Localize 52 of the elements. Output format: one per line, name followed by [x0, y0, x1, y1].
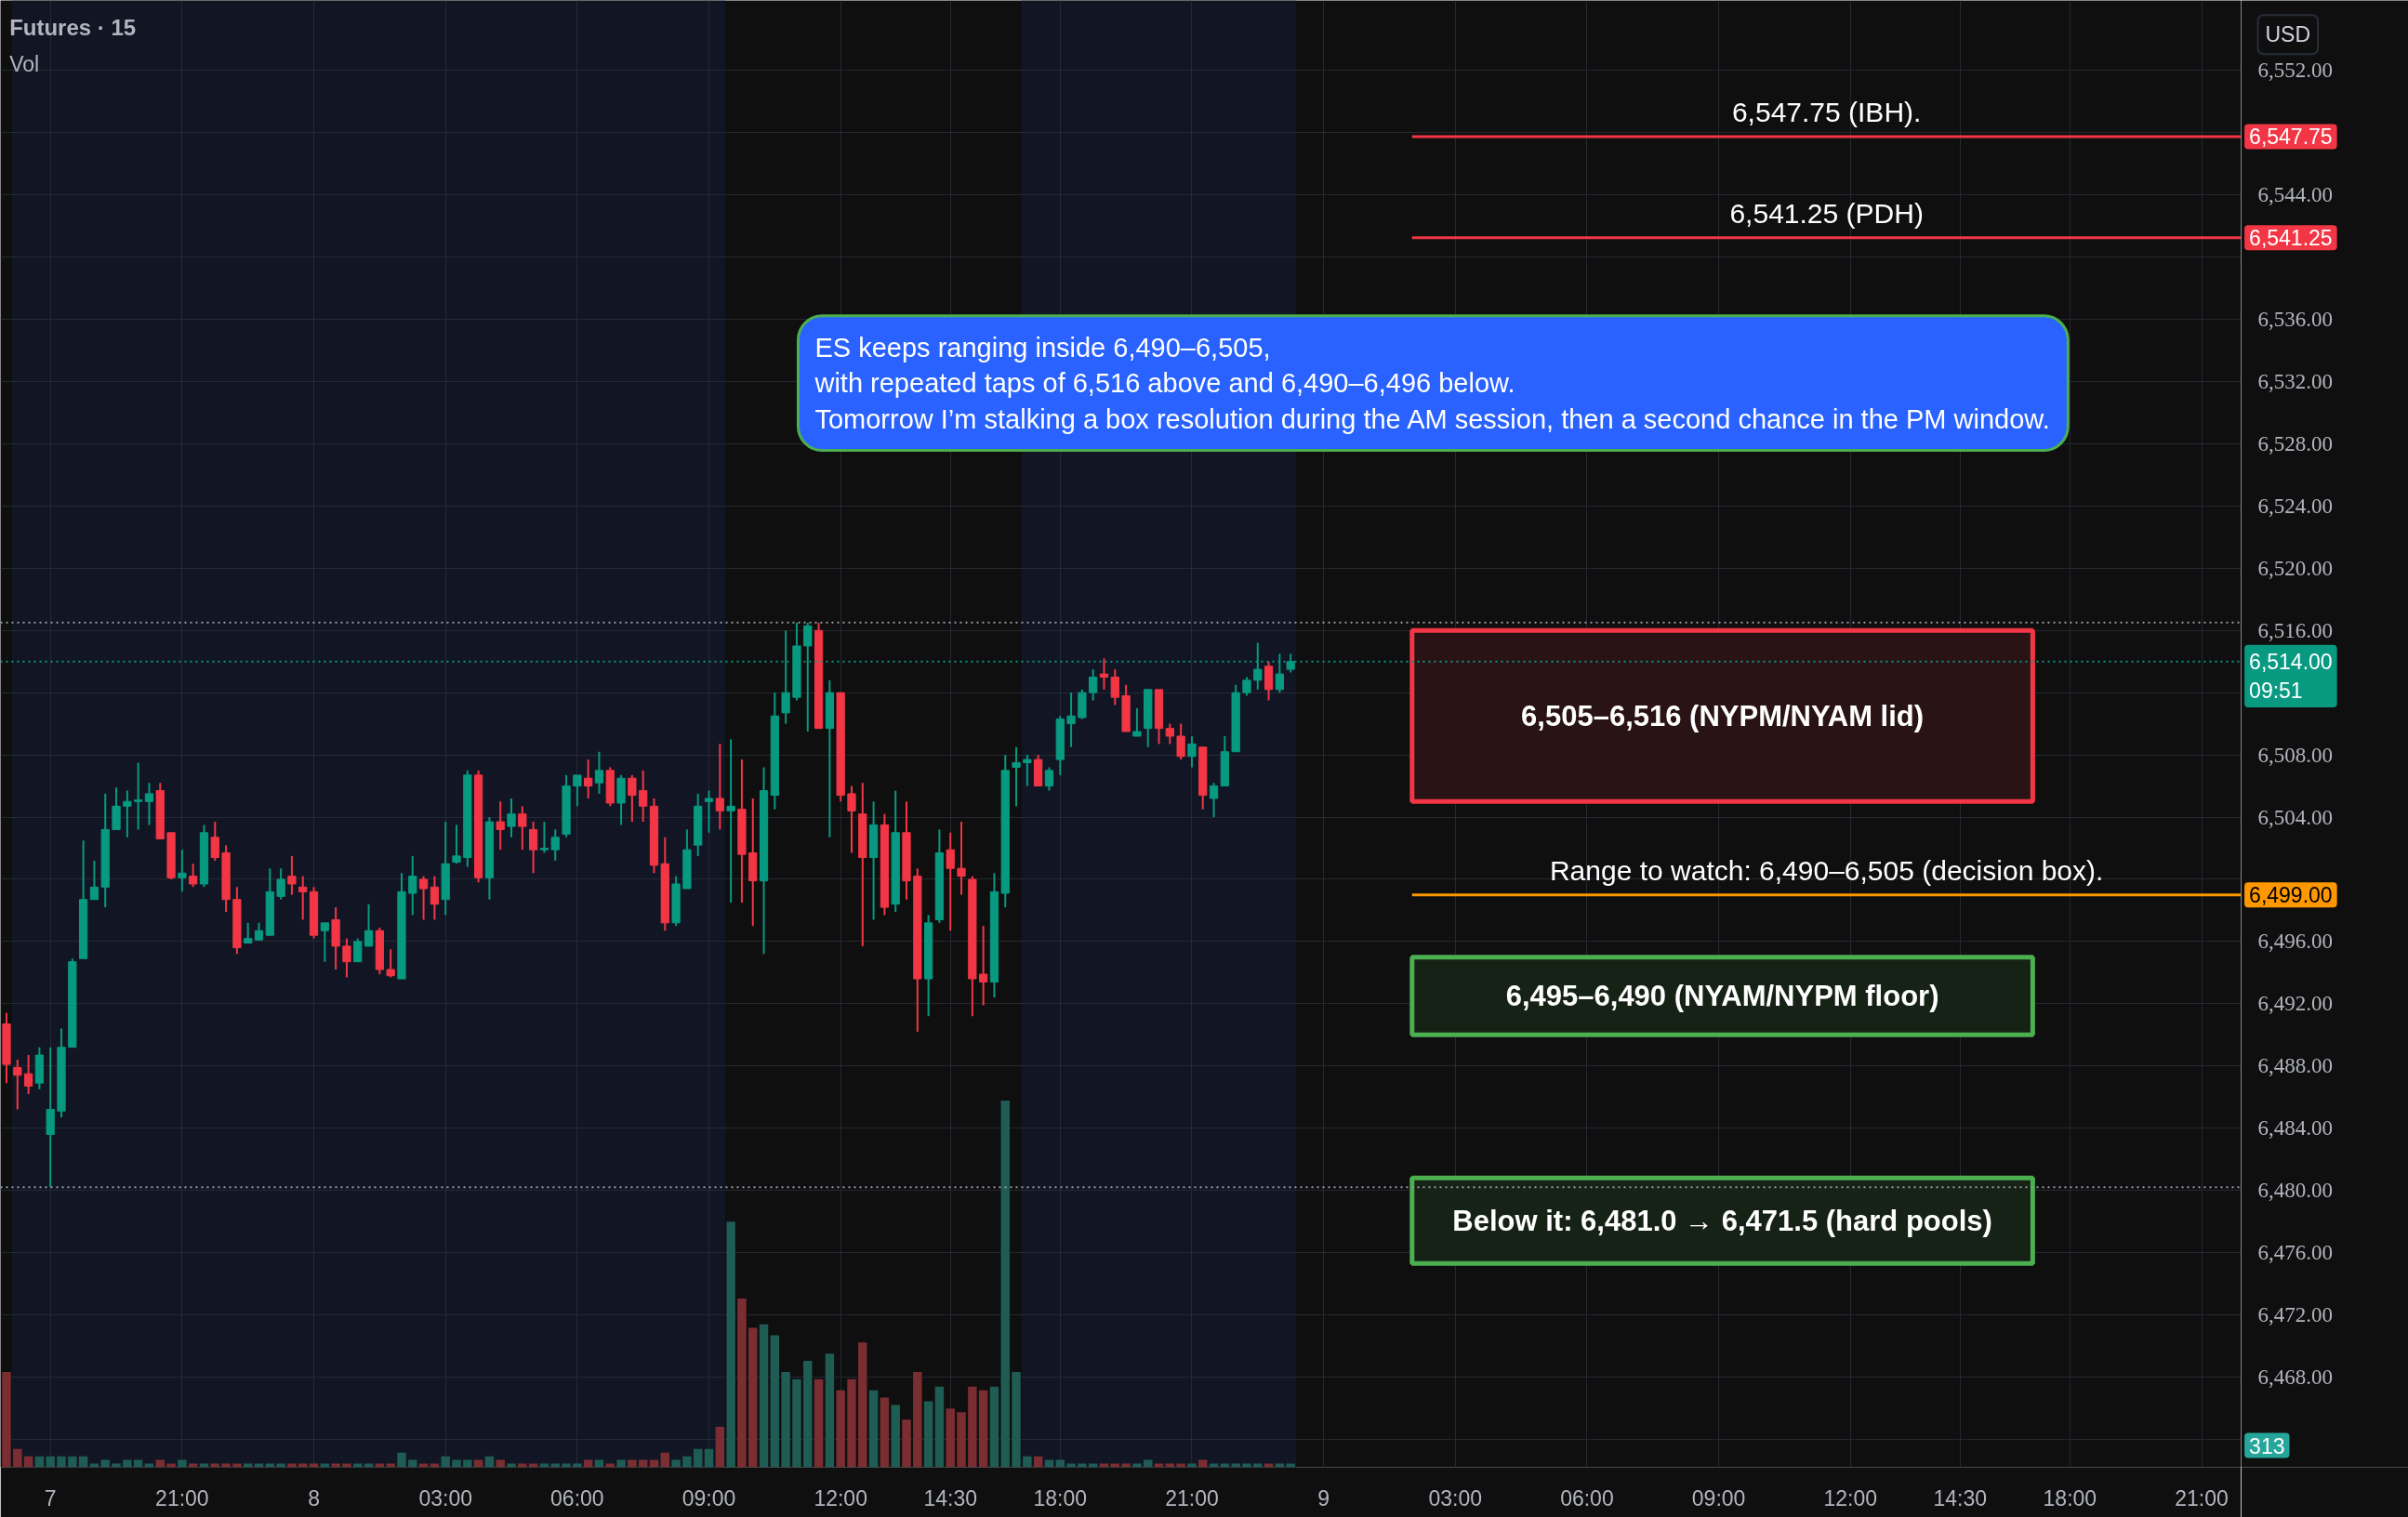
y-tick-label: 6,488.00 — [2257, 1054, 2333, 1078]
x-tick-label: 09:00 — [681, 1485, 736, 1510]
y-tick-label: 6,516.00 — [2257, 618, 2333, 642]
band-label: 6,505–6,516 (NYPM/NYAM lid) — [1521, 699, 1925, 732]
y-tick-label: 6,492.00 — [2257, 992, 2333, 1016]
y-tick-label: 6,544.00 — [2257, 183, 2333, 207]
x-tick-label: 12:00 — [814, 1485, 867, 1510]
ref-line-label: 6,514.00 — [2249, 649, 2333, 674]
x-tick-label: 12:00 — [1823, 1485, 1878, 1510]
x-tick-label: 06:00 — [550, 1485, 604, 1510]
x-tick-label: 21:00 — [2175, 1485, 2229, 1510]
text: Futures · 15 — [9, 15, 137, 41]
text: USD — [2265, 22, 2311, 47]
y-tick-label: 6,520.00 — [2257, 556, 2333, 580]
y-tick-label: 6,484.00 — [2257, 1116, 2333, 1141]
x-tick-label: 14:30 — [1933, 1485, 1988, 1510]
ref-line-label: 6,541.25 — [2249, 226, 2333, 251]
y-tick-label: 6,504.00 — [2257, 805, 2333, 829]
x-tick-label: 03:00 — [1428, 1485, 1483, 1510]
annotation: 6,547.75 (IBH). — [1731, 96, 1922, 127]
y-tick-label: 6,528.00 — [2257, 431, 2333, 455]
x-tick-label: 14:30 — [923, 1485, 978, 1510]
y-tick-label: 6,532.00 — [2257, 369, 2333, 393]
band-label: Below it: 6,481.0 → 6,471.5 (hard pools) — [1452, 1204, 1992, 1237]
y-tick-label: 6,508.00 — [2257, 743, 2333, 767]
text: 313 — [2249, 1433, 2285, 1458]
x-tick-label: 21:00 — [155, 1485, 209, 1510]
y-tick-label: 6,536.00 — [2257, 308, 2333, 332]
text: Vol — [9, 51, 40, 76]
x-tick-label: 7 — [44, 1485, 57, 1510]
text: 09:51 — [2249, 678, 2303, 703]
band-label: 6,495–6,490 (NYAM/NYPM floor) — [1505, 979, 1939, 1012]
ref-line-label: 6,499.00 — [2249, 883, 2333, 908]
ref-line-label: 6,547.75 — [2249, 125, 2333, 150]
annotation: ES keeps ranging inside 6,490–6,505, with repeated taps of 6,516 above and 6,490–6,496 below. Tomorrow I’m stalking a box resolution during the AM session, then a second chance in the PM window. — [814, 332, 2050, 434]
y-tick-label: 6,552.00 — [2257, 59, 2333, 83]
x-tick-label: 09:00 — [1691, 1485, 1746, 1510]
y-tick-label: 6,496.00 — [2257, 930, 2333, 954]
x-tick-label: 9 — [1317, 1485, 1330, 1510]
x-tick-label: 06:00 — [1560, 1485, 1614, 1510]
y-tick-label: 6,524.00 — [2257, 494, 2333, 518]
annotation: 6,541.25 (PDH) — [1729, 197, 1924, 229]
y-tick-label: 6,472.00 — [2257, 1303, 2333, 1327]
y-tick-label: 6,476.00 — [2257, 1241, 2333, 1265]
x-tick-label: 18:00 — [1033, 1485, 1088, 1510]
x-tick-label: 03:00 — [418, 1485, 472, 1510]
annotation: Range to watch: 6,490–6,505 (decision box). — [1549, 854, 2104, 886]
x-tick-label: 21:00 — [1165, 1485, 1219, 1510]
x-tick-label: 8 — [308, 1485, 320, 1510]
y-tick-label: 6,468.00 — [2257, 1365, 2333, 1389]
y-tick-label: 6,480.00 — [2257, 1179, 2333, 1203]
x-tick-label: 18:00 — [2043, 1485, 2097, 1510]
